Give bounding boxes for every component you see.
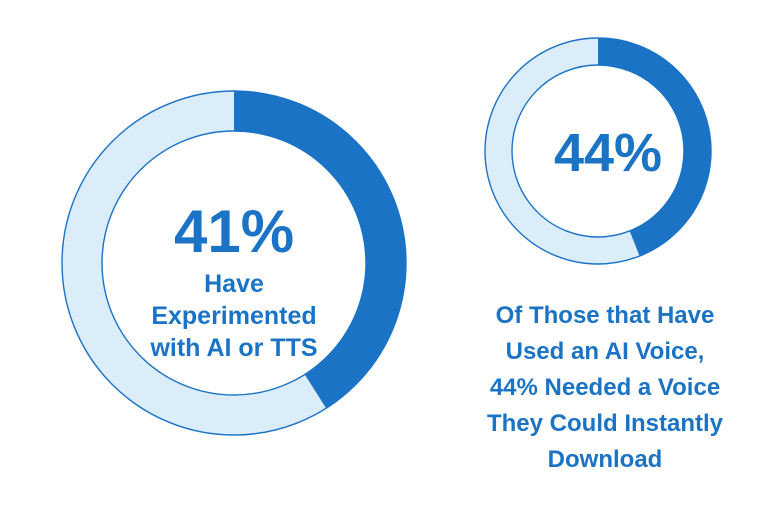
caption-line: Used an AI Voice, [505,338,705,365]
donut-center-text-line: with AI or TTS [149,334,317,362]
donut-segment-value [598,38,711,257]
donut-outer-outline [61,90,407,436]
donut-center-value: 41% [174,198,294,265]
donut-segment-value [234,91,406,409]
caption-line: Of Those that Have [495,302,715,329]
donut-chart-experimented: 41% Have Experimented with AI or TTS [61,90,407,436]
donut-outer-outline [484,37,712,265]
donut-inner-outline [511,64,685,238]
caption-line: Download [547,446,663,473]
donut-center-value: 44% [554,123,662,183]
donut-center-text-line: Have [204,270,264,298]
chart-caption: Of Those that Have Used an AI Voice, 44%… [470,298,740,478]
caption-line: 44% Needed a Voice [489,374,721,401]
donut-inner-outline [101,130,367,396]
donut-center-text-line: Experimented [151,302,316,330]
donut-chart-instant-download: 44% [484,37,712,265]
caption-line: They Could Instantly [486,410,723,437]
